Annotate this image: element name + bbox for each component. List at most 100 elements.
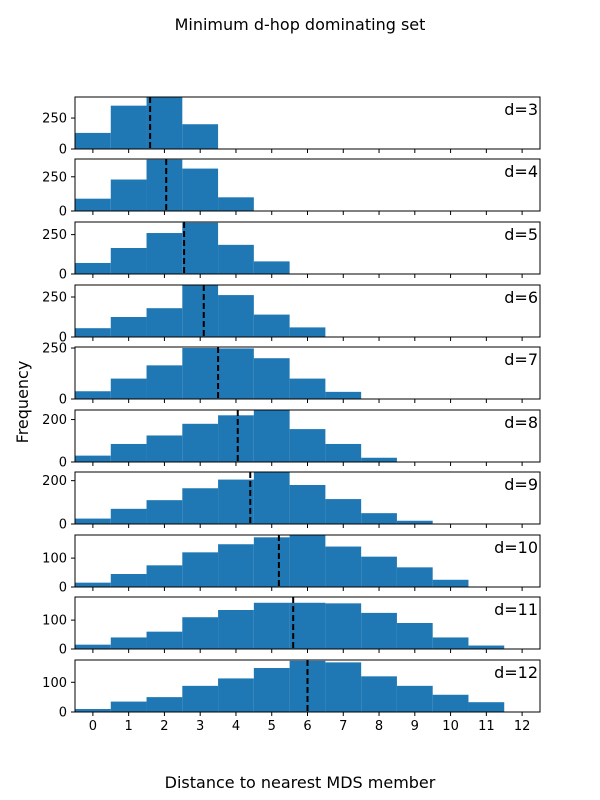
panel-d=10: 0 100 d=10 [42, 534, 541, 596]
histogram-bar [75, 262, 111, 274]
histogram-bar [110, 701, 147, 712]
histogram-bar [325, 662, 362, 712]
histogram-bar [75, 582, 111, 587]
histogram-bar [75, 644, 111, 649]
y-tick-label: 0 [59, 331, 67, 346]
x-tick-label: 9 [411, 719, 419, 734]
histogram-bar [325, 443, 362, 462]
histogram-bar [182, 685, 219, 712]
histogram-bar [218, 244, 254, 274]
panel-d=8: 0 200 d=8 [42, 409, 541, 471]
histogram-bar [218, 544, 254, 587]
histogram-bar [396, 567, 433, 587]
panel-label: d=12 [494, 663, 538, 682]
histogram-bar [146, 97, 183, 149]
histogram-bar [182, 124, 219, 149]
x-tick-label: 11 [478, 719, 495, 734]
histogram-bar [289, 660, 326, 712]
panel-label: d=3 [504, 100, 538, 119]
histogram-bar [182, 488, 219, 524]
histogram-bar [253, 668, 290, 712]
panel-d=5: 0 250 d=5 [42, 221, 541, 283]
y-tick-label: 0 [59, 706, 67, 721]
y-tick-label: 200 [42, 474, 67, 489]
y-tick-label: 0 [59, 143, 67, 158]
x-tick-label: 6 [303, 719, 311, 734]
histogram-bar [253, 358, 290, 399]
histogram-bar [361, 676, 397, 712]
histogram-bar [146, 308, 183, 337]
panel-label: d=11 [494, 600, 538, 619]
panel-label: d=4 [504, 162, 538, 181]
histogram-bar [75, 709, 111, 712]
y-tick-label: 0 [59, 518, 67, 533]
histogram-bar [110, 248, 147, 274]
histogram-bar [468, 702, 505, 712]
x-tick-label: 8 [375, 719, 383, 734]
histogram-bar [146, 233, 183, 274]
histogram-bar [75, 132, 111, 149]
histogram-bar [468, 645, 505, 649]
histogram-bar [289, 535, 326, 587]
histogram-bar [289, 485, 326, 524]
x-tick-label: 3 [196, 719, 204, 734]
y-tick-label: 100 [42, 614, 67, 629]
histogram-bar [325, 391, 362, 399]
histogram-bar [218, 479, 254, 524]
histogram-bar [396, 520, 433, 524]
histogram-bar [218, 197, 254, 211]
histogram-bar [361, 457, 397, 462]
x-tick-label: 1 [125, 719, 133, 734]
y-tick-label: 250 [42, 170, 67, 185]
x-tick-label: 7 [339, 719, 347, 734]
histogram-bar [432, 637, 469, 649]
histogram-bar [253, 602, 290, 649]
histogram-bar [182, 348, 219, 399]
y-tick-label: 250 [42, 228, 67, 243]
histogram-bar [218, 415, 254, 462]
histogram-bar [253, 410, 290, 462]
y-tick-label: 100 [42, 676, 67, 691]
histogram-bar [182, 285, 219, 337]
histogram-bar [218, 295, 254, 337]
histogram-bar [361, 612, 397, 649]
panel-d=3: 0 250 d=3 [42, 96, 541, 158]
histogram-bar [325, 603, 362, 649]
histogram-bar [146, 435, 183, 462]
histogram-bar [146, 697, 183, 712]
histogram-bar [289, 429, 326, 462]
panel-d=4: 0 250 d=4 [42, 158, 541, 220]
histogram-bar [75, 455, 111, 462]
histogram-bar [361, 556, 397, 587]
x-tick-label: 12 [514, 719, 531, 734]
histogram-bar [110, 378, 147, 399]
histogram-bar [253, 537, 290, 587]
histogram-bar [289, 378, 326, 399]
x-tick-label: 5 [268, 719, 276, 734]
histogram-bar [75, 328, 111, 337]
histogram-bar [182, 222, 219, 274]
y-tick-label: 250 [42, 291, 67, 306]
histogram-bar [253, 261, 290, 274]
y-tick-label: 0 [59, 581, 67, 596]
histogram-bar [432, 579, 469, 587]
panel-label: d=7 [504, 350, 538, 369]
histogram-bar [253, 472, 290, 524]
y-tick-label: 0 [59, 456, 67, 471]
histogram-bar [325, 499, 362, 524]
histogram-bar [75, 391, 111, 399]
histogram-bar [182, 552, 219, 587]
histogram-bar [75, 198, 111, 211]
histogram-bar [432, 694, 469, 712]
y-axis-label: Frequency [13, 361, 32, 444]
x-tick-label: 0 [89, 719, 97, 734]
histogram-bar [110, 637, 147, 649]
panel-label: d=5 [504, 225, 538, 244]
x-tick-label: 4 [232, 719, 240, 734]
histogram-bar [75, 518, 111, 524]
y-tick-label: 0 [59, 393, 67, 408]
histogram-bar [182, 423, 219, 462]
y-tick-label: 0 [59, 268, 67, 283]
